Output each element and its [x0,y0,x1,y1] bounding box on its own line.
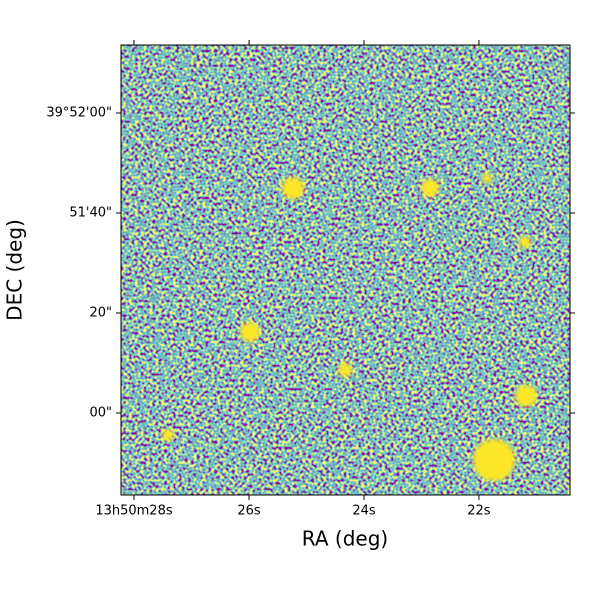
y-tick-label: 39°52'00" [46,105,112,120]
source [519,236,531,248]
y-tick-label: 00" [89,405,112,420]
image-noise [121,45,570,495]
source [162,429,174,441]
source [515,385,537,407]
sources [162,173,537,481]
x-tick-label: 13h50m28s [95,504,173,519]
source [282,177,304,199]
x-axis-label: RA (deg) [302,527,388,551]
source [482,173,492,183]
source [240,322,260,342]
x-tick-label: 22s [467,504,491,519]
source [473,439,515,481]
x-tick-label: 24s [352,504,376,519]
image [121,45,570,495]
source [338,363,352,377]
y-tick-label: 51'40" [69,205,112,220]
plot-frame [120,44,571,496]
y-axis-label: DEC (deg) [3,219,27,321]
y-tick-label: 20" [89,305,112,320]
source [421,179,439,197]
x-tick-label: 26s [237,504,261,519]
